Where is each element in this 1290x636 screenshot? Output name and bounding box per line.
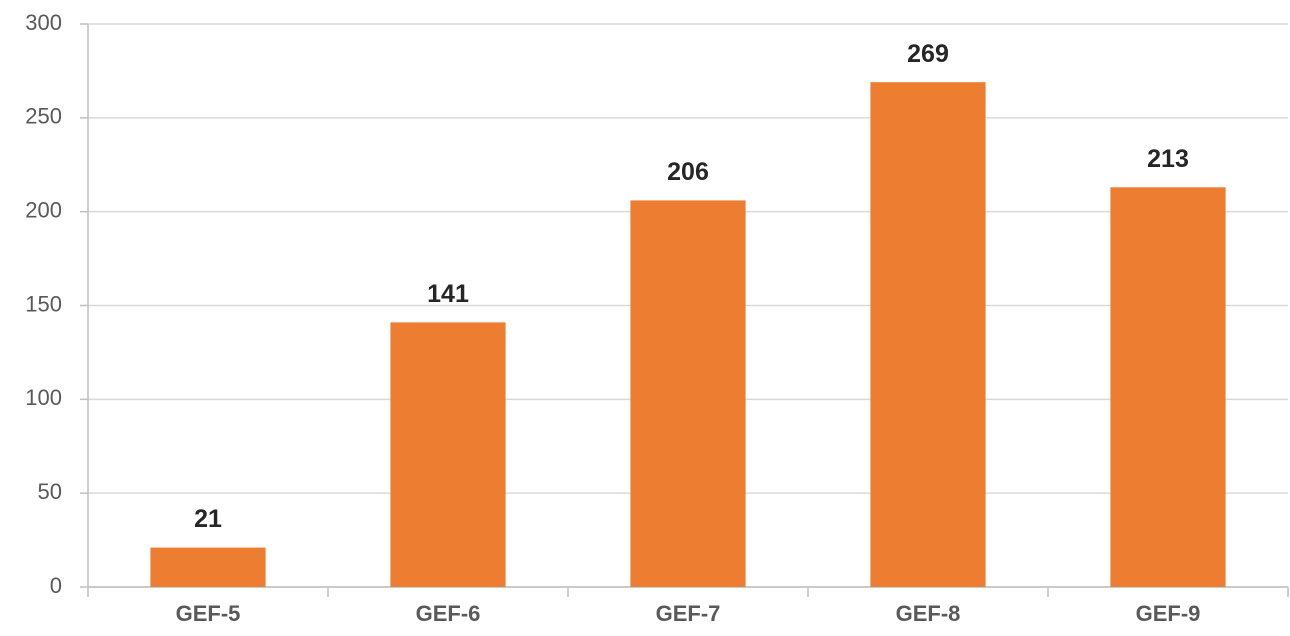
y-tick-label: 250: [25, 104, 62, 129]
x-tick-label: GEF-5: [176, 601, 241, 626]
bar: [390, 322, 506, 587]
y-tick-label: 100: [25, 385, 62, 410]
bar: [630, 200, 746, 587]
y-tick-label: 300: [25, 10, 62, 35]
y-tick-label: 0: [50, 573, 62, 598]
data-label: 141: [427, 280, 469, 308]
bar: [1110, 187, 1226, 587]
y-tick-label: 150: [25, 291, 62, 316]
data-label: 206: [667, 158, 709, 186]
bar: [870, 82, 986, 587]
data-label: 213: [1147, 145, 1189, 173]
y-tick-label: 50: [38, 479, 62, 504]
x-tick-label: GEF-8: [896, 601, 961, 626]
data-label: 21: [194, 505, 222, 533]
bar: [150, 547, 266, 587]
y-tick-label: 200: [25, 197, 62, 222]
x-tick-label: GEF-6: [416, 601, 481, 626]
data-label: 269: [907, 40, 949, 68]
x-tick-label: GEF-9: [1136, 601, 1201, 626]
x-tick-label: GEF-7: [656, 601, 721, 626]
